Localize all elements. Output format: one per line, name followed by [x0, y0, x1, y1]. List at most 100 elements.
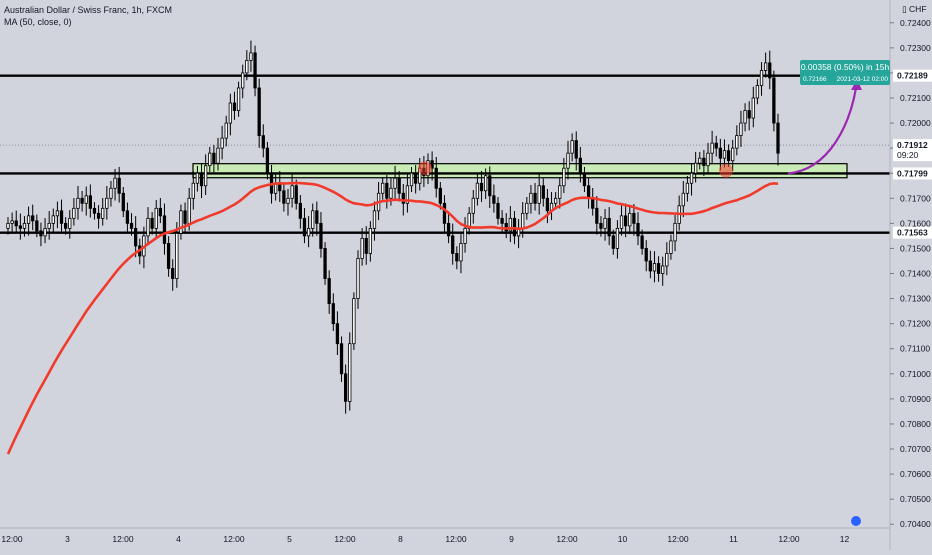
- candle-body: [179, 210, 183, 234]
- candle-body: [389, 187, 393, 199]
- candle-body: [232, 102, 237, 111]
- price-tick-label: 0.71100: [900, 344, 930, 354]
- symbol-title[interactable]: Australian Dollar / Swiss Franc, 1h, FXC…: [4, 5, 173, 15]
- lower-support-price-tag-text: 0.71563: [897, 228, 928, 238]
- candle-body: [257, 87, 261, 137]
- candle-body: [479, 182, 484, 192]
- candle-body: [615, 227, 620, 249]
- projection-arrow[interactable]: [787, 87, 858, 175]
- candle-body: [39, 230, 43, 237]
- price-tick-label: 0.70600: [900, 469, 931, 479]
- candle-body: [521, 212, 525, 229]
- candle-body: [55, 210, 60, 217]
- price-tick-label: 0.71600: [900, 218, 931, 228]
- candle-body: [541, 185, 545, 199]
- candle-body: [204, 165, 208, 187]
- candle-body: [607, 217, 611, 237]
- candle-body: [306, 227, 311, 237]
- candle-body: [26, 215, 31, 224]
- candle-body: [735, 135, 739, 149]
- candle-body: [652, 263, 657, 272]
- candle-body: [59, 210, 64, 224]
- price-tick-label: 0.70800: [900, 419, 931, 429]
- candle-body: [694, 162, 698, 174]
- candle-body: [344, 373, 348, 402]
- candle-body: [438, 187, 442, 204]
- support-price-tag: [893, 167, 932, 180]
- candle-body: [364, 238, 368, 254]
- price-tick-label: 0.70700: [900, 444, 931, 454]
- candle-body: [208, 152, 212, 167]
- candle-body: [698, 157, 702, 164]
- candle-body: [352, 298, 356, 345]
- candle-body: [158, 207, 162, 217]
- candle-body: [96, 212, 101, 219]
- time-tick-label: 8: [398, 534, 403, 544]
- candle-body: [64, 222, 68, 229]
- candle-body: [84, 195, 88, 204]
- candle-body: [648, 260, 652, 272]
- candle-body: [146, 217, 150, 237]
- candle-body: [109, 187, 113, 199]
- candle-body: [150, 217, 154, 229]
- time-tick-label: 3: [65, 534, 70, 544]
- price-tick-label: 0.72400: [900, 18, 931, 28]
- candle-body: [751, 97, 755, 119]
- price-tick-label: 0.72000: [900, 118, 931, 128]
- projection-target-price: 0.72166: [803, 76, 827, 83]
- candle-body: [446, 222, 451, 237]
- candle-body: [669, 240, 673, 254]
- price-tick-label: 0.71000: [900, 369, 931, 379]
- price-axis: 0.724000.723000.722000.721000.720000.719…: [889, 0, 931, 550]
- candle-body: [706, 152, 710, 167]
- candle-body: [162, 215, 167, 244]
- candle-body: [92, 207, 97, 214]
- candle-body: [455, 253, 459, 262]
- candle-body: [665, 253, 669, 267]
- candle-body: [582, 172, 587, 187]
- price-tick-label: 0.72300: [900, 43, 931, 53]
- candle-body: [35, 220, 39, 232]
- candle-body: [368, 227, 372, 254]
- candle-body: [360, 238, 364, 259]
- candle-body: [562, 167, 566, 187]
- candle-body: [113, 177, 117, 189]
- candle-body: [603, 217, 607, 229]
- candle-body: [88, 195, 92, 209]
- projection-label[interactable]: [800, 60, 890, 85]
- candle-body: [442, 202, 447, 224]
- candle-body: [101, 207, 105, 219]
- indicator-label[interactable]: MA (50, close, 0): [4, 17, 72, 27]
- candle-body: [125, 210, 130, 224]
- candle-body: [545, 197, 550, 212]
- current-price-tag-text: 0.71912: [897, 140, 928, 150]
- candle-body: [554, 197, 558, 204]
- candle-body: [187, 197, 191, 224]
- support-zone-box[interactable]: [192, 163, 848, 179]
- candle-body: [475, 182, 480, 199]
- lower-support-price-tag: [893, 226, 932, 239]
- candle-body: [323, 248, 327, 279]
- candle-body: [611, 235, 615, 249]
- candle-body: [166, 243, 171, 269]
- resistance-price-tag: [893, 69, 932, 82]
- candle-body: [10, 220, 14, 224]
- price-tick-label: 0.72100: [900, 93, 931, 103]
- candle-body: [385, 182, 389, 199]
- time-tick-label: 12:00: [556, 534, 578, 544]
- candle-body: [451, 235, 455, 254]
- time-tick-label: 12:00: [223, 534, 245, 544]
- candle-body: [689, 172, 694, 184]
- candle-body: [22, 222, 27, 229]
- current-price-tag: [893, 139, 932, 162]
- price-tick-label: 0.71500: [900, 243, 931, 253]
- candle-body: [624, 215, 628, 227]
- candle-body: [397, 177, 401, 194]
- globe-icon[interactable]: [851, 516, 861, 526]
- candle-body: [191, 182, 195, 199]
- candle-body: [348, 343, 352, 402]
- candle-body: [681, 192, 685, 207]
- support-price-tag-text: 0.71799: [897, 168, 928, 178]
